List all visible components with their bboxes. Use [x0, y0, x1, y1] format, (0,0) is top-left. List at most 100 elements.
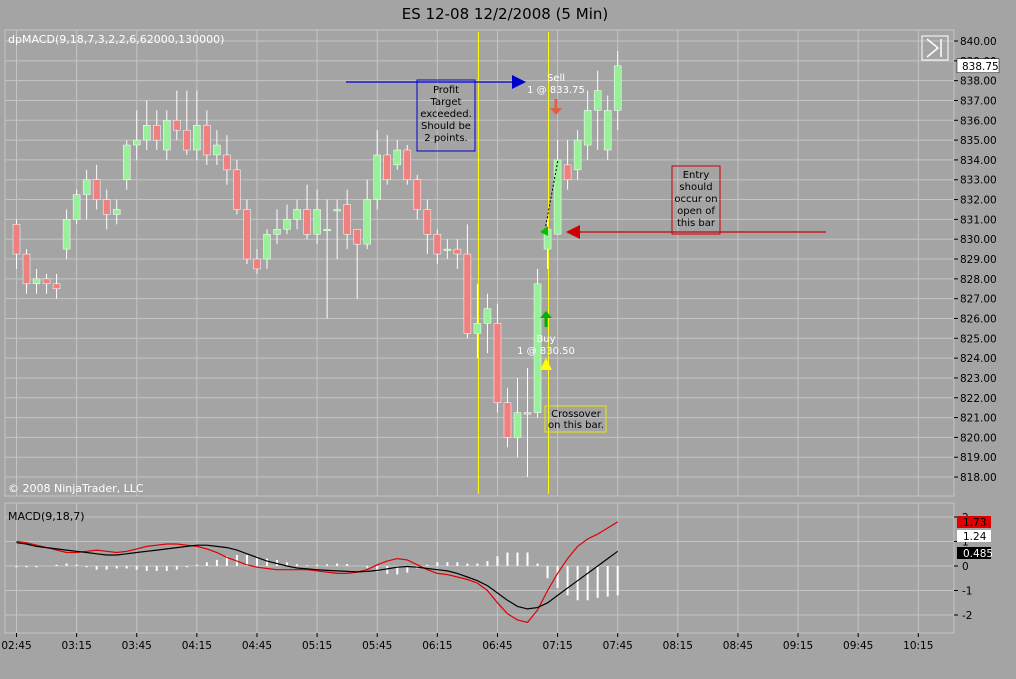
candle-up: [363, 199, 371, 245]
candle-up: [583, 110, 592, 146]
price-axis-label: 823.00: [960, 373, 997, 385]
candle-down: [92, 179, 101, 200]
candle-down: [153, 124, 161, 141]
candle-down: [493, 323, 502, 403]
buy-arrowhead: [540, 311, 552, 318]
entry-fill-marker: [540, 226, 548, 236]
candle-up: [513, 412, 522, 438]
candle-up: [283, 219, 291, 230]
profit-note-text: Should be: [421, 121, 471, 132]
candle-down: [243, 209, 251, 260]
candle-up: [32, 278, 41, 285]
candle-up: [313, 209, 321, 235]
candle-down: [563, 164, 572, 180]
profit-note-text: Target: [430, 97, 462, 108]
candle-up: [373, 154, 381, 200]
candle-up: [523, 412, 532, 415]
macd-axis-label: 1: [962, 537, 969, 549]
buy-label-text: Buy: [536, 334, 555, 345]
candle-down: [102, 199, 111, 215]
price-axis-label: 828.00: [960, 274, 997, 286]
macd-value-tag: [957, 516, 991, 528]
price-axis-label: 832.00: [960, 195, 997, 207]
candle-down: [223, 154, 231, 171]
entry-note-text: should: [679, 182, 712, 193]
price-axis-label: 840.00: [960, 36, 997, 48]
candle-up: [132, 139, 141, 146]
macd-panel-frame: [4, 502, 955, 634]
candle-up: [163, 120, 171, 151]
time-axis-label: 03:15: [61, 640, 91, 652]
axis-layer: 840.00839.00838.00837.00836.00835.00834.…: [1, 36, 1000, 652]
chart-title: ES 12-08 12/2/2008 (5 Min): [402, 5, 608, 23]
price-axis-label: 826.00: [960, 313, 997, 325]
candle-up: [82, 179, 91, 195]
candle-up: [443, 248, 452, 251]
macd-axis-label: 0: [962, 561, 969, 573]
profit-note-text: exceeded.: [420, 109, 472, 120]
crossover-note-box: [544, 405, 607, 433]
price-axis-label: 818.00: [960, 472, 997, 484]
play-forward-icon[interactable]: [921, 35, 949, 61]
price-axis-label: 825.00: [960, 333, 997, 345]
candle-down: [12, 224, 21, 255]
candle-down: [203, 124, 211, 156]
candle-down: [383, 154, 391, 180]
buy-label-text: 1 @ 830.50: [517, 346, 575, 357]
candle-down: [403, 149, 412, 180]
price-axis-label: 834.00: [960, 155, 997, 167]
candle-down: [353, 229, 361, 245]
profit-note-text: 2 points.: [424, 133, 467, 144]
candle-down: [173, 120, 181, 131]
macd-value-label: 1.73: [963, 517, 986, 529]
price-axis-label: 819.00: [960, 452, 997, 464]
macd-axis-label: -1: [962, 586, 972, 598]
candle-down: [423, 209, 432, 235]
candle-down: [453, 248, 462, 255]
profit-arrowhead: [512, 75, 526, 89]
crossover-note-text: Crossover: [551, 409, 602, 420]
candle-down: [52, 283, 61, 290]
candle-up: [603, 110, 612, 151]
candle-up: [613, 65, 622, 111]
time-axis-label: 06:15: [422, 640, 452, 652]
entry-note-text: this bar: [677, 218, 716, 229]
macd-value-label: 0.485: [963, 548, 993, 560]
candle-up: [72, 194, 81, 220]
price-axis-label: 837.00: [960, 95, 997, 107]
candle-down: [253, 258, 261, 270]
candle-up: [533, 283, 542, 413]
crossover-triangle: [540, 358, 552, 370]
candle-down: [433, 233, 442, 255]
entry-note-text: Entry: [683, 170, 710, 181]
price-axis-label: 821.00: [960, 413, 997, 425]
crossover-note-text: on this bar.: [548, 420, 604, 431]
candle-up: [473, 323, 482, 334]
candle-up: [122, 144, 131, 180]
candle-up: [483, 308, 492, 324]
time-axis-label: 10:15: [903, 640, 933, 652]
candle-up: [62, 219, 71, 250]
sell-label-text: 1 @ 833.75: [527, 85, 585, 96]
candle-down: [503, 402, 512, 438]
candle-down: [183, 129, 191, 151]
profit-note-text: Profit: [433, 85, 459, 96]
time-axis-label: 08:45: [723, 640, 753, 652]
entry-note-text: open of: [677, 206, 715, 217]
candle-up: [323, 229, 331, 232]
candle-up: [112, 209, 121, 215]
candle-up: [193, 124, 201, 151]
macd-panel-label: MACD(9,18,7): [8, 510, 85, 523]
candle-down: [413, 179, 422, 210]
price-axis-label: 827.00: [960, 294, 997, 306]
candle-layer: [12, 50, 622, 478]
copyright-text: © 2008 NinjaTrader, LLC: [8, 482, 144, 495]
price-axis-label: 822.00: [960, 393, 997, 405]
price-axis-label: 831.00: [960, 214, 997, 226]
macd-value-tag: [957, 530, 991, 542]
price-axis-label: 838.00: [960, 76, 997, 88]
time-axis-label: 07:15: [542, 640, 572, 652]
macd-value-tag: [957, 547, 991, 559]
price-axis-label: 836.00: [960, 115, 997, 127]
